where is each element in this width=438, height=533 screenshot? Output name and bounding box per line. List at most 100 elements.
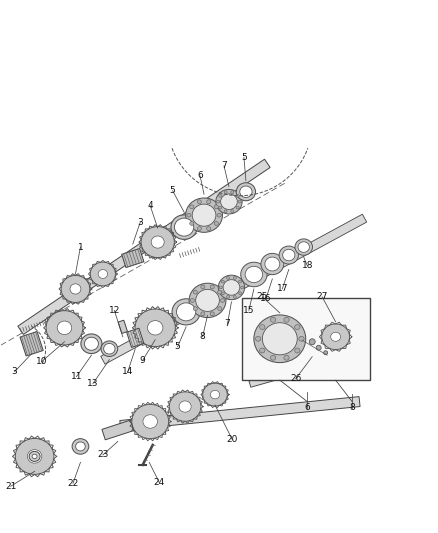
Text: 13: 13 [87,379,99,388]
Ellipse shape [236,206,239,209]
Ellipse shape [143,415,157,428]
Ellipse shape [231,191,234,193]
Ellipse shape [284,317,289,322]
Text: 27: 27 [317,293,328,301]
Polygon shape [118,320,127,334]
Ellipse shape [193,290,198,294]
Ellipse shape [245,266,263,282]
Text: 8: 8 [349,403,355,412]
Ellipse shape [261,253,284,274]
Ellipse shape [218,290,222,294]
Circle shape [309,339,315,345]
Ellipse shape [218,275,244,300]
Ellipse shape [57,321,72,335]
Ellipse shape [81,334,102,353]
Polygon shape [101,214,367,364]
Ellipse shape [224,191,227,193]
Text: 20: 20 [227,435,238,445]
Text: 7: 7 [225,319,230,328]
Ellipse shape [224,210,227,213]
Bar [242,298,370,380]
Ellipse shape [221,298,225,302]
Ellipse shape [265,257,280,271]
Ellipse shape [187,213,191,217]
Ellipse shape [46,311,83,345]
Text: 3: 3 [12,367,18,376]
Text: 12: 12 [109,306,120,315]
Text: 6: 6 [304,403,310,412]
Ellipse shape [295,239,312,255]
Ellipse shape [170,392,201,421]
Ellipse shape [203,383,227,406]
Text: 26: 26 [290,374,301,383]
Ellipse shape [283,249,295,261]
Ellipse shape [197,200,201,204]
Ellipse shape [254,315,306,362]
Text: 4: 4 [148,201,153,210]
Ellipse shape [221,194,237,209]
Ellipse shape [279,246,298,264]
Text: 17: 17 [276,285,288,294]
Ellipse shape [210,285,214,289]
Ellipse shape [260,348,265,353]
Text: 5: 5 [170,186,176,195]
Text: 6: 6 [197,171,203,180]
Text: 8: 8 [200,332,205,341]
Text: 24: 24 [154,478,165,487]
Ellipse shape [221,292,224,295]
Ellipse shape [262,322,297,355]
Ellipse shape [226,295,230,298]
Text: 5: 5 [241,153,247,162]
Ellipse shape [15,439,54,474]
Ellipse shape [193,307,198,311]
Text: 5: 5 [175,342,180,351]
Ellipse shape [218,307,222,311]
Ellipse shape [270,356,276,360]
Ellipse shape [27,450,42,463]
Ellipse shape [214,205,219,209]
Ellipse shape [236,195,239,197]
Ellipse shape [219,206,222,209]
Ellipse shape [216,189,242,214]
Ellipse shape [240,186,252,197]
Ellipse shape [191,298,194,302]
Ellipse shape [76,442,85,451]
Ellipse shape [132,405,169,439]
Ellipse shape [284,356,289,360]
Text: 16: 16 [260,294,272,303]
Ellipse shape [219,195,222,197]
Polygon shape [18,159,270,334]
Ellipse shape [135,309,175,346]
Ellipse shape [217,213,221,217]
Ellipse shape [210,312,214,316]
Ellipse shape [295,348,300,353]
Ellipse shape [172,299,200,325]
Ellipse shape [196,289,219,311]
Ellipse shape [197,227,201,230]
Text: 11: 11 [71,372,82,381]
Ellipse shape [236,183,255,201]
Ellipse shape [61,276,90,303]
Text: 10: 10 [36,357,47,366]
Ellipse shape [151,236,164,248]
Ellipse shape [192,204,216,226]
Ellipse shape [217,200,220,203]
Text: 22: 22 [67,479,78,488]
Ellipse shape [189,283,226,318]
Ellipse shape [190,222,194,225]
Ellipse shape [179,401,191,412]
Ellipse shape [331,332,341,341]
Ellipse shape [226,277,230,279]
Ellipse shape [186,198,223,232]
Ellipse shape [90,262,116,286]
Ellipse shape [98,270,108,278]
Circle shape [324,351,328,355]
Text: 14: 14 [122,367,134,376]
Ellipse shape [295,325,300,329]
Ellipse shape [141,227,174,257]
Ellipse shape [207,227,211,230]
Ellipse shape [210,390,219,399]
Ellipse shape [148,321,163,335]
Ellipse shape [221,280,224,283]
Circle shape [316,345,321,350]
